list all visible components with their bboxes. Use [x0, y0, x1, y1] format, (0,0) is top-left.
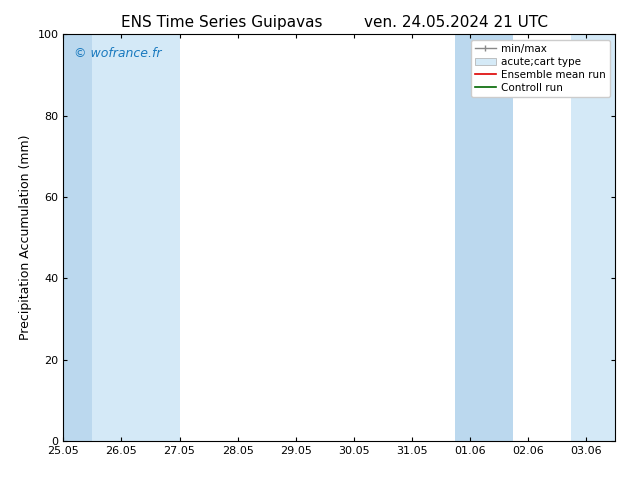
Bar	[63, 34, 93, 441]
Text: ENS Time Series Guipavas: ENS Time Series Guipavas	[121, 15, 323, 30]
Bar	[455, 34, 484, 441]
Legend: min/max, acute;cart type, Ensemble mean run, Controll run: min/max, acute;cart type, Ensemble mean …	[470, 40, 610, 97]
Text: © wofrance.fr: © wofrance.fr	[74, 47, 162, 59]
Y-axis label: Precipitation Accumulation (mm): Precipitation Accumulation (mm)	[19, 135, 32, 341]
Text: ven. 24.05.2024 21 UTC: ven. 24.05.2024 21 UTC	[365, 15, 548, 30]
Bar	[571, 34, 615, 441]
Bar	[484, 34, 514, 441]
Bar	[93, 34, 179, 441]
